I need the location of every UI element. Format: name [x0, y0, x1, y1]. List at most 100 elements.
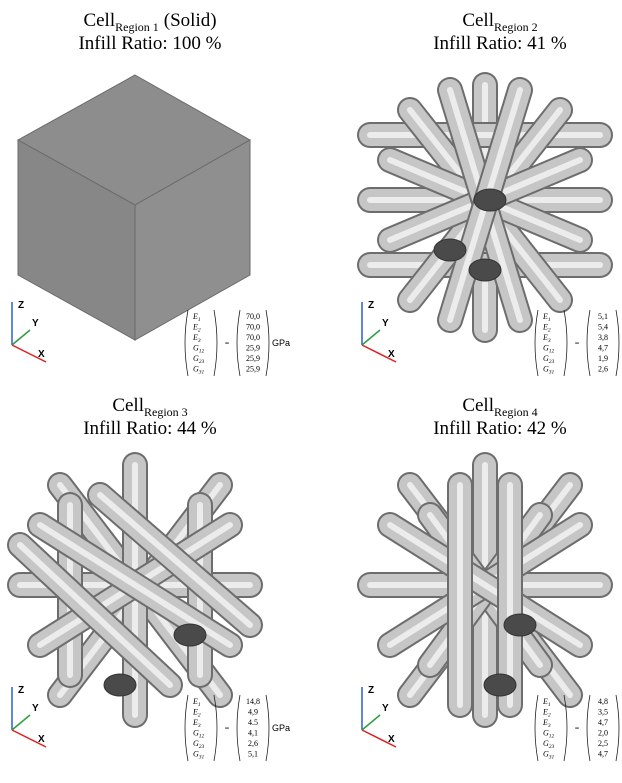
axis-y-label: Y	[382, 703, 389, 714]
property-value: 5,1	[248, 750, 258, 759]
axis-z-label: Z	[18, 685, 24, 696]
infill-ratio: Infill Ratio: 42 %	[433, 418, 567, 439]
property-value: 2,0	[598, 729, 608, 738]
property-symbol: E2	[542, 708, 551, 719]
property-symbol: G12	[543, 344, 555, 355]
symbol-index: 12	[549, 349, 555, 355]
panel: CellRegion 1(Solid)Infill Ratio: 100 %ZY…	[12, 10, 290, 376]
symbol-index: 12	[199, 349, 205, 355]
title-subscript: Region 2	[494, 20, 538, 34]
infill-ratio: Infill Ratio: 100 %	[78, 33, 221, 54]
property-symbol: E3	[192, 718, 201, 729]
property-value: 25,9	[246, 344, 260, 353]
paren	[616, 695, 619, 761]
property-symbol: E1	[192, 312, 201, 323]
symbol-index: 2	[548, 713, 551, 719]
title-base: Cell	[462, 395, 494, 416]
symbol-index: 1	[548, 702, 551, 708]
strut-end	[434, 239, 466, 261]
axis-y	[12, 715, 30, 730]
property-value: 4,7	[598, 750, 608, 759]
axis-y	[362, 330, 380, 345]
property-symbol: G12	[193, 344, 205, 355]
title-base: Cell	[462, 10, 494, 31]
symbol-index: 31	[198, 755, 205, 761]
paren	[564, 310, 567, 376]
symbol-index: 31	[198, 370, 205, 376]
title-subscript: Region 4	[494, 405, 538, 419]
paren	[587, 695, 590, 761]
symbol-index: 31	[548, 370, 555, 376]
property-symbol: G12	[193, 729, 205, 740]
strut-end	[469, 259, 501, 281]
property-value: 70,0	[246, 312, 260, 321]
property-value: 4,7	[598, 718, 608, 727]
axis-y-label: Y	[32, 318, 39, 329]
paren	[214, 310, 217, 376]
title-base: Cell	[112, 395, 144, 416]
panel: CellRegion 3Infill Ratio: 44 %ZYXE114,8E…	[12, 395, 290, 761]
axis-y	[362, 715, 380, 730]
symbol-index: 12	[199, 734, 205, 740]
title-base: Cell	[83, 10, 115, 31]
property-symbol: G31	[193, 365, 205, 376]
property-value: 4,7	[598, 344, 608, 353]
property-symbol: E3	[192, 333, 201, 344]
property-symbol: G31	[543, 750, 555, 761]
property-value: 25,9	[246, 365, 260, 374]
symbol-index: 23	[549, 359, 555, 365]
property-value: 70,0	[246, 333, 260, 342]
symbol-index: 1	[548, 317, 551, 323]
symbol-index: 23	[199, 744, 205, 750]
property-value: 4,1	[248, 729, 258, 738]
axis-x-label: X	[38, 349, 45, 360]
property-symbol: G12	[543, 729, 555, 740]
property-symbol: E1	[542, 697, 551, 708]
property-value: 4,8	[598, 697, 608, 706]
paren	[535, 310, 538, 376]
title-suffix: (Solid)	[164, 10, 217, 31]
property-value: 2,6	[248, 739, 258, 748]
symbol-index: 2	[198, 328, 201, 334]
property-value: 2,5	[598, 739, 608, 748]
property-value: 1,9	[598, 354, 608, 363]
paren	[237, 310, 240, 376]
property-value: 5,4	[598, 323, 608, 332]
property-symbol: G31	[193, 750, 205, 761]
figure: CellRegion 1(Solid)Infill Ratio: 100 %ZY…	[0, 0, 622, 783]
symbol-index: 1	[198, 702, 201, 708]
property-value: 4.5	[248, 718, 258, 727]
symbol-index: 23	[549, 744, 555, 750]
axis-y-label: Y	[32, 703, 39, 714]
paren	[266, 310, 269, 376]
unit: GPa	[272, 723, 290, 733]
property-value: 70,0	[246, 323, 260, 332]
axis-z-label: Z	[368, 300, 374, 311]
axis-y	[12, 330, 30, 345]
paren	[237, 695, 240, 761]
symbol-index: 12	[549, 734, 555, 740]
axis-x-label: X	[388, 734, 395, 745]
property-value: 3,8	[598, 333, 608, 342]
axis-z-label: Z	[368, 685, 374, 696]
paren	[616, 310, 619, 376]
property-symbol: E2	[542, 323, 551, 334]
property-value: 2,6	[598, 365, 608, 374]
infill-ratio: Infill Ratio: 41 %	[433, 33, 567, 54]
property-symbol: E1	[192, 697, 201, 708]
relation: =	[575, 339, 580, 348]
strut-end	[474, 189, 506, 211]
symbol-index: 2	[198, 713, 201, 719]
property-symbol: G23	[193, 354, 205, 365]
relation: =	[575, 724, 580, 733]
relation: =	[225, 339, 230, 348]
property-value: 25,9	[246, 354, 260, 363]
relation: =	[225, 724, 230, 733]
property-symbol: E3	[542, 333, 551, 344]
property-symbol: G23	[543, 739, 555, 750]
paren	[266, 695, 269, 761]
panel-title: CellRegion 2	[462, 10, 537, 34]
property-value: 3,5	[598, 708, 608, 717]
